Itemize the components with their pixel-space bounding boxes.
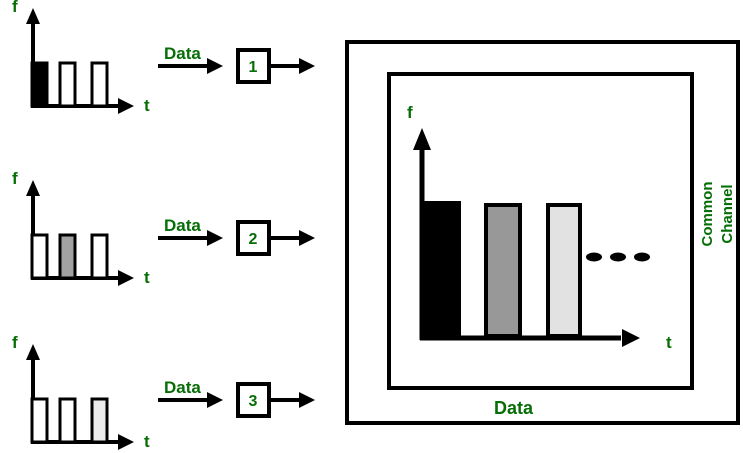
arrowhead-icon [26,180,40,196]
data-arrow-label: Data [164,44,201,63]
multiplexed-slot-bar [484,203,522,338]
time-slot-bar [58,397,77,444]
arrowhead-icon [299,392,315,408]
arrowhead-icon [299,230,315,246]
arrowhead-icon [118,270,134,286]
channel-node-box [236,48,271,84]
time-slot-bar [90,233,109,280]
f-axis-label: f [12,333,18,352]
arrowhead-icon [207,392,223,408]
arrowhead-icon [299,58,315,74]
arrowhead-icon [118,434,134,450]
arrowhead-icon [118,98,134,114]
connector-row-2: Data 2 [158,216,315,256]
time-slot-bar [58,233,77,280]
t-axis-label: t [666,333,672,352]
t-axis-label: t [144,432,150,451]
time-slot-bar [30,61,49,108]
sender-graph-1: f t [12,0,150,115]
arrowhead-icon [413,128,431,150]
time-slot-bar [58,61,77,108]
time-slot-bar [90,397,109,444]
arrowhead-icon [26,344,40,360]
time-slot-bar [30,397,49,444]
arrowhead-icon [622,329,640,347]
multiplexed-slot-bar [420,201,461,338]
channel-node-number: 1 [249,59,258,76]
time-slot-bar [30,233,49,280]
arrowhead-icon [207,58,223,74]
f-axis-label: f [12,169,18,188]
sender-graph-3: f t [12,333,150,451]
arrowhead-icon [207,230,223,246]
common-channel-label: Common Channel [699,181,736,247]
data-arrow-label: Data [164,216,201,235]
f-axis-label: f [12,0,18,16]
channel-data-label: Data [494,398,534,418]
t-axis-label: t [144,96,150,115]
f-axis-label: f [407,103,413,122]
t-axis-label: t [144,268,150,287]
connector-row-1: Data 1 [158,44,315,84]
time-slot-bar [90,61,109,108]
common-channel-graph: f t [407,103,672,352]
data-arrow-label: Data [164,378,201,397]
ellipsis-icon [586,252,650,262]
multiplexed-slot-bar [546,203,582,338]
channel-node-number: 3 [249,393,258,410]
channel-node-number: 2 [249,231,258,248]
sender-graph-2: f t [12,169,150,287]
connector-row-3: Data 3 [158,378,315,418]
arrowhead-icon [26,8,40,24]
